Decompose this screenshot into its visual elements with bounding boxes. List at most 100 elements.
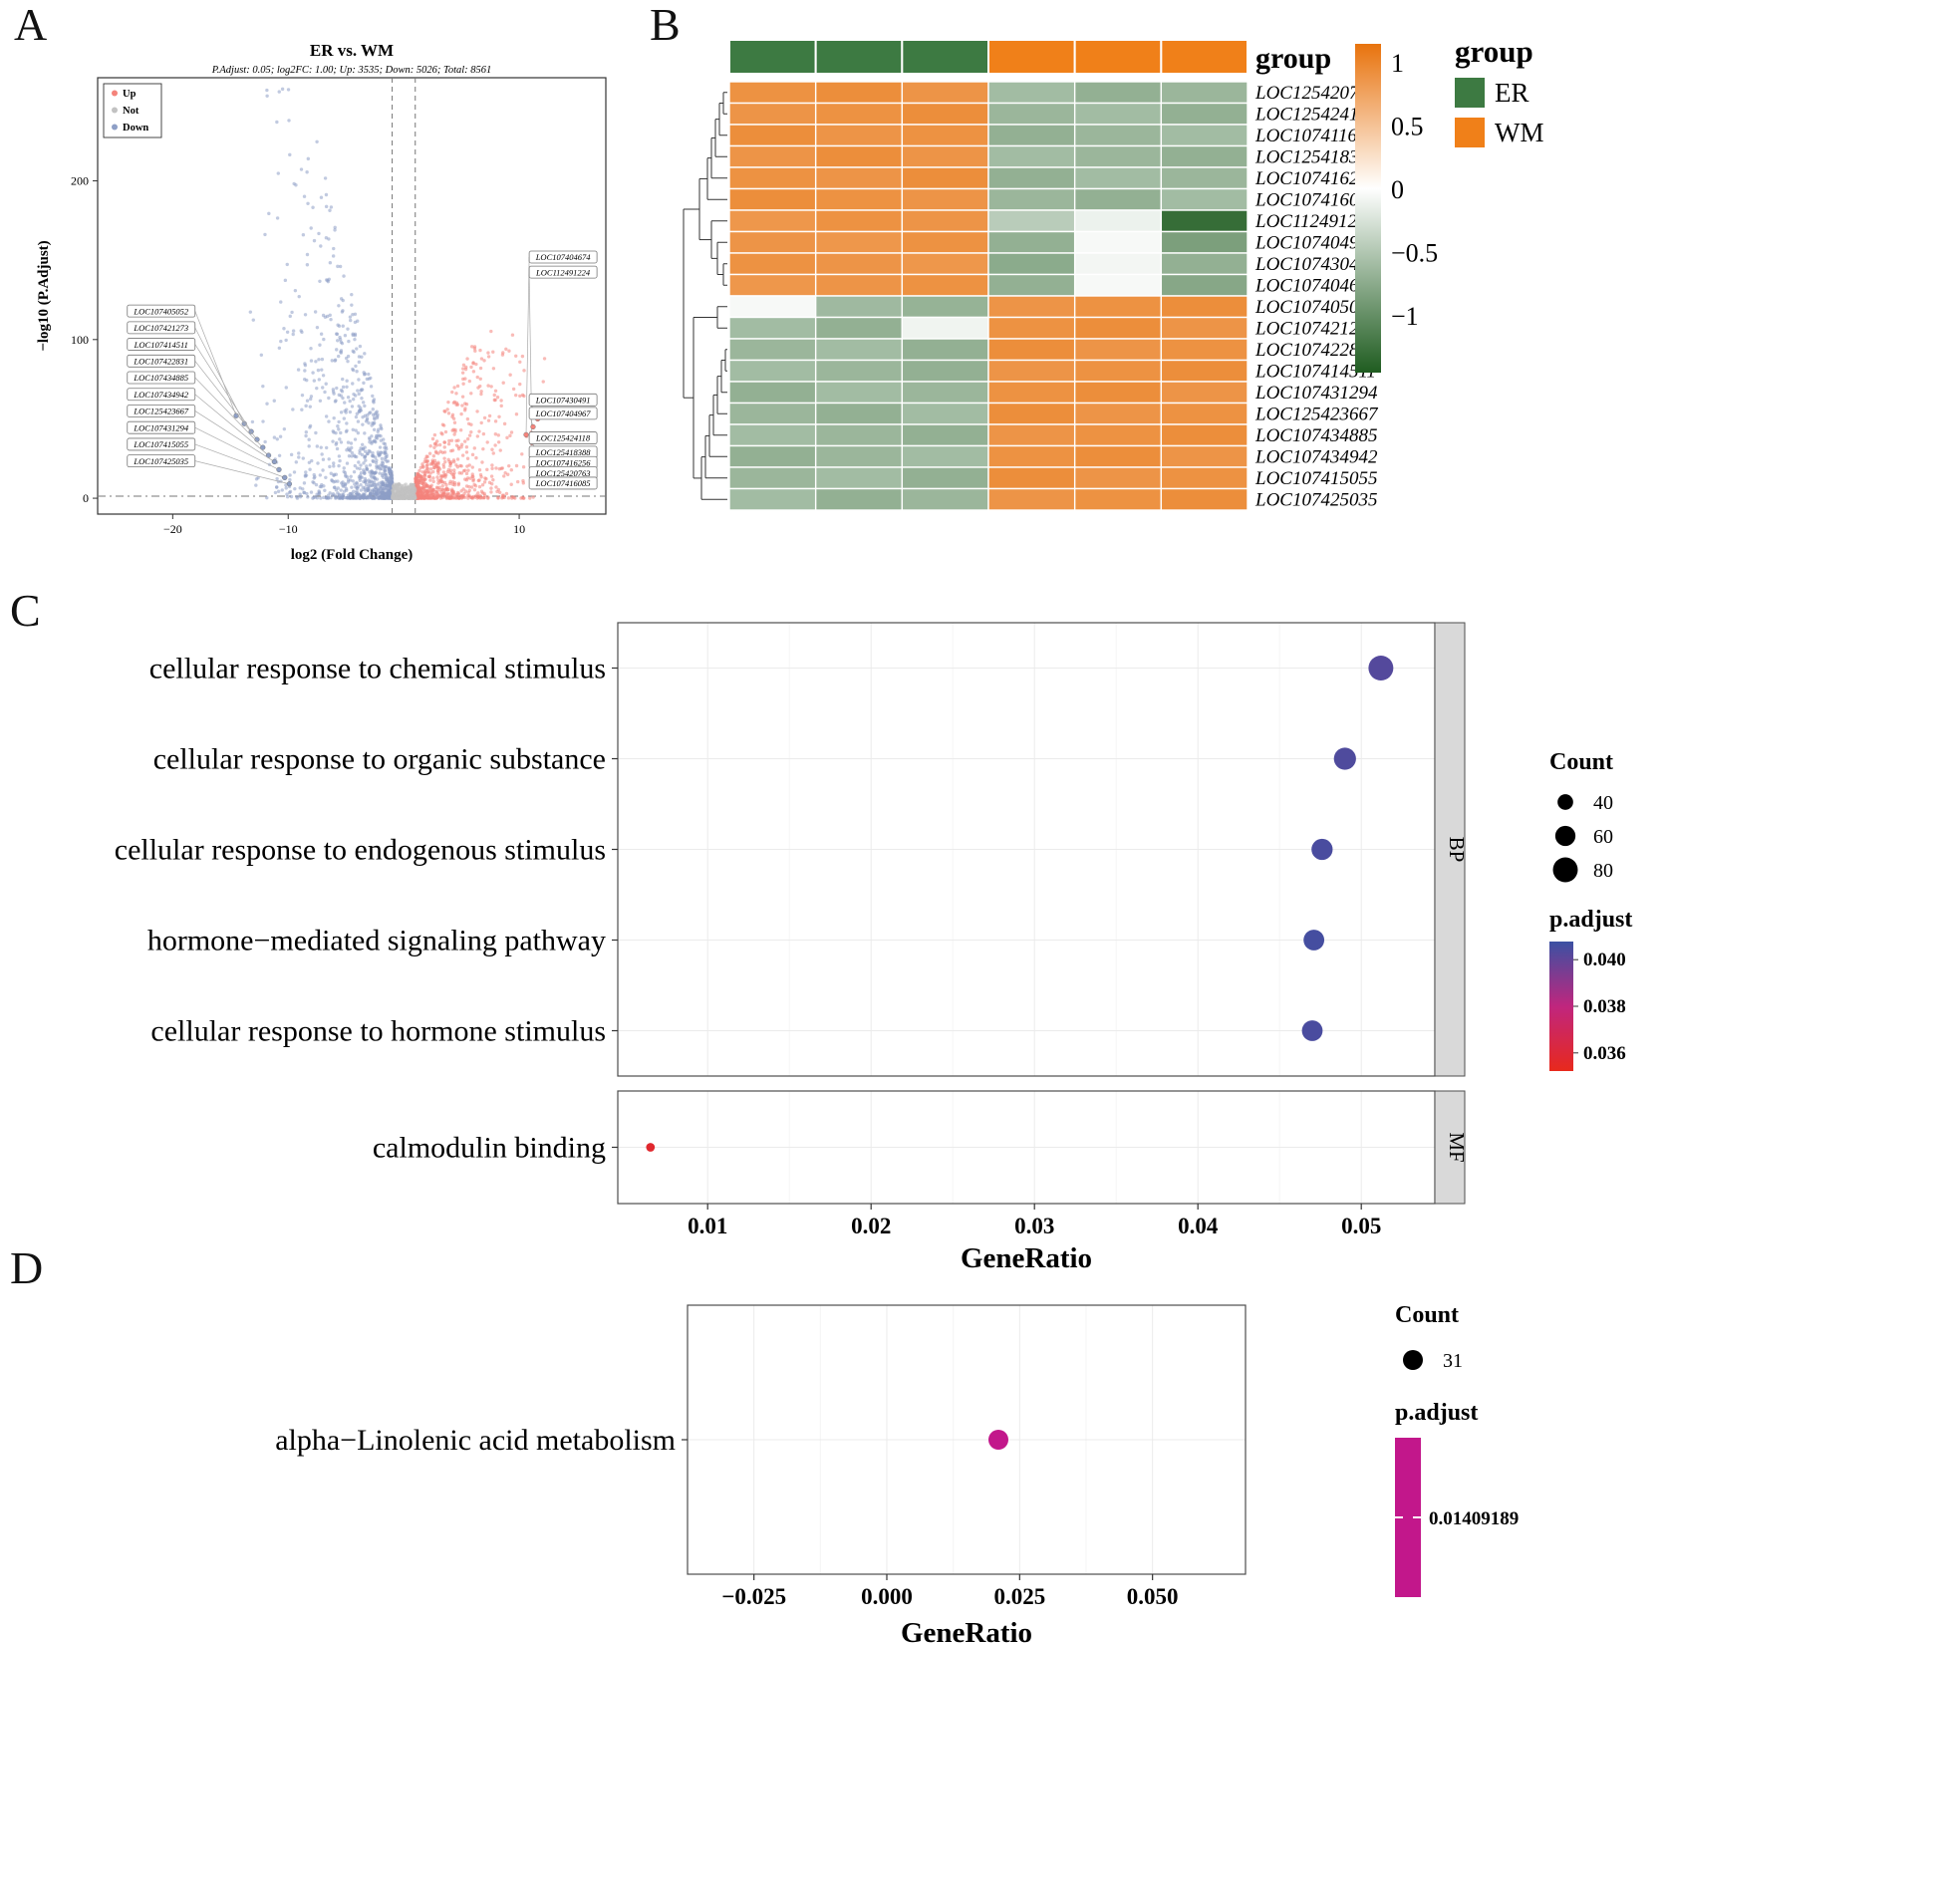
svg-text:LOC107422831: LOC107422831: [133, 357, 188, 367]
kegg-legends: Count 31 p.adjust 0.01409189: [1395, 1302, 1519, 1597]
svg-text:0.036: 0.036: [1583, 1043, 1626, 1064]
svg-text:LOC107416256: LOC107416256: [535, 457, 592, 467]
svg-text:LOC107416256: LOC107416256: [1254, 168, 1378, 189]
svg-text:LOC107404674: LOC107404674: [1254, 275, 1378, 296]
svg-text:group: group: [1455, 34, 1533, 69]
go-padjust-colorbar: [1549, 942, 1573, 1071]
kegg-dotplot: alpha−Linolenic acid metabolism −0.025 0.0…: [275, 1302, 1519, 1649]
go-facet-strip: [1434, 622, 1466, 1077]
svg-text:LOC125418388: LOC125418388: [535, 447, 592, 457]
svg-text:LOC107405052: LOC107405052: [1254, 297, 1378, 318]
heatmap-colorbar: [1355, 44, 1381, 373]
go-facet-MF: [617, 1090, 1436, 1205]
svg-text:GeneRatio: GeneRatio: [901, 1617, 1032, 1649]
svg-text:−20: −20: [163, 522, 182, 536]
svg-text:LOC125423667: LOC125423667: [1254, 404, 1379, 424]
svg-text:0.050: 0.050: [1127, 1584, 1179, 1609]
svg-text:LOC107404967: LOC107404967: [535, 408, 592, 418]
panel-b-label: B: [650, 0, 681, 50]
heatmap-group-header: [728, 39, 1249, 75]
svg-text:cellular response to endogenou: cellular response to endogenous stimulus: [115, 834, 606, 867]
heatmap-group-legend: group ER WM: [1455, 34, 1544, 147]
svg-text:LOC107425035: LOC107425035: [133, 456, 188, 466]
svg-text:LOC125418388: LOC125418388: [1254, 146, 1378, 167]
svg-text:0.04: 0.04: [1178, 1214, 1219, 1238]
svg-text:LOC107421273: LOC107421273: [1254, 318, 1377, 339]
svg-text:LOC107422831: LOC107422831: [1254, 340, 1377, 361]
go-facet-strip: [1434, 1090, 1466, 1205]
svg-text:LOC107431294: LOC107431294: [133, 422, 189, 432]
svg-text:0.5: 0.5: [1391, 113, 1424, 141]
svg-text:100: 100: [71, 333, 89, 347]
svg-text:LOC107434942: LOC107434942: [1254, 446, 1378, 467]
go-dot: [1333, 747, 1356, 770]
svg-text:calmodulin binding: calmodulin binding: [373, 1132, 606, 1165]
svg-text:Down: Down: [123, 123, 148, 134]
svg-text:ER: ER: [1495, 78, 1529, 108]
svg-text:0.038: 0.038: [1583, 996, 1626, 1017]
svg-text:cellular response to organic s: cellular response to organic substance: [153, 743, 606, 776]
svg-text:200: 200: [71, 174, 89, 188]
svg-text:LOC112491224: LOC112491224: [1254, 211, 1377, 232]
svg-text:LOC107414511: LOC107414511: [134, 340, 188, 350]
svg-text:0.01: 0.01: [688, 1214, 727, 1238]
go-facet-BP: [617, 622, 1436, 1077]
svg-text:cellular response to hormone s: cellular response to hormone stimulus: [150, 1015, 606, 1048]
svg-text:p.adjust: p.adjust: [1549, 907, 1632, 933]
heatmap-row-labels: LOC125420763LOC125424118LOC107411626LOC1…: [1254, 83, 1379, 511]
kegg-dot: [988, 1430, 1008, 1450]
svg-text:Count: Count: [1549, 749, 1613, 775]
svg-text:0.03: 0.03: [1014, 1214, 1054, 1238]
svg-text:LOC125423667: LOC125423667: [133, 407, 189, 416]
svg-text:0: 0: [83, 491, 89, 505]
svg-text:LOC125420763: LOC125420763: [535, 468, 591, 478]
svg-text:0.040: 0.040: [1583, 950, 1626, 970]
svg-text:LOC107416085: LOC107416085: [535, 478, 591, 488]
volcano-plot: ER vs. WM P.Adjust: 0.05; log2FC: 1.00; U…: [36, 41, 607, 563]
svg-text:−10: −10: [279, 522, 298, 536]
panel-d-label: D: [10, 1242, 44, 1293]
svg-text:alpha−Linolenic acid metabolis: alpha−Linolenic acid metabolism: [275, 1424, 676, 1457]
svg-text:40: 40: [1593, 792, 1613, 814]
go-legends: Count 40 60 80 p.adjust 0.040 0.038 0.036: [1549, 749, 1632, 1071]
svg-text:LOC107405052: LOC107405052: [133, 306, 189, 316]
volcano-gene-labels: LOC107405052 LOC107421273 LOC107414511 LOC1…: [127, 250, 598, 490]
go-dot: [1368, 656, 1394, 680]
svg-text:−1: −1: [1391, 302, 1419, 331]
svg-text:LOC107416085: LOC107416085: [1254, 189, 1377, 210]
svg-text:−0.5: −0.5: [1391, 238, 1438, 267]
volcano-points: [248, 87, 547, 500]
svg-text:LOC107415055: LOC107415055: [1254, 468, 1377, 489]
svg-text:ER vs. WM: ER vs. WM: [310, 41, 394, 60]
svg-text:LOC107404967: LOC107404967: [1254, 232, 1379, 253]
svg-text:31: 31: [1443, 1350, 1463, 1372]
panel-a-label: A: [14, 0, 48, 50]
svg-text:P.Adjust: 0.05; log2FC: 1.00;: P.Adjust: 0.05; log2FC: 1.00; Up: 3535; …: [211, 65, 492, 76]
go-dot: [1311, 838, 1333, 861]
svg-text:Count: Count: [1395, 1302, 1459, 1328]
go-dotplot: cellular response to chemical stimulus ce…: [115, 622, 1632, 1274]
heatmap-plot: group LOC125420763LOC125424118LOC10741162…: [683, 34, 1544, 511]
svg-text:Up: Up: [123, 89, 137, 100]
svg-text:1: 1: [1391, 49, 1404, 78]
svg-text:LOC107415055: LOC107415055: [133, 439, 188, 449]
svg-text:80: 80: [1593, 860, 1613, 882]
svg-text:LOC107431294: LOC107431294: [1254, 383, 1378, 404]
svg-text:0.025: 0.025: [993, 1584, 1045, 1609]
svg-text:p.adjust: p.adjust: [1395, 1400, 1478, 1426]
svg-text:LOC107430491: LOC107430491: [1254, 254, 1377, 275]
heatmap-cells: [728, 81, 1249, 511]
svg-text:group: group: [1255, 42, 1331, 75]
svg-text:60: 60: [1593, 826, 1613, 848]
volcano-legend: Up Not Down: [103, 83, 162, 138]
go-dot: [1301, 1020, 1323, 1041]
svg-text:10: 10: [513, 522, 525, 536]
svg-text:LOC107404674: LOC107404674: [535, 252, 592, 262]
heatmap-dendrogram: [683, 92, 727, 500]
svg-text:LOC107411626: LOC107411626: [1254, 126, 1377, 146]
svg-text:BP: BP: [1445, 837, 1469, 863]
svg-text:Not: Not: [123, 106, 139, 117]
svg-text:WM: WM: [1495, 118, 1544, 147]
svg-text:LOC107430491: LOC107430491: [535, 396, 591, 406]
